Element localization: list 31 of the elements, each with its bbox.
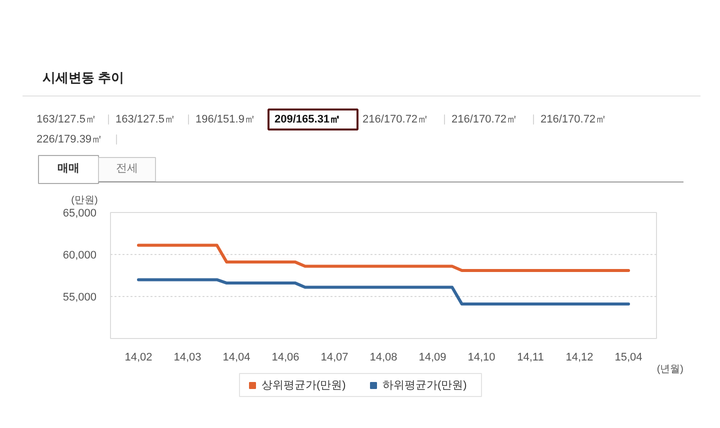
x-tick-label: 14,06 [272, 352, 300, 364]
text: 196/151.9㎡ [196, 114, 256, 126]
y-tick-label: 60,000 [62, 250, 97, 262]
x-tick-label: 14,12 [566, 352, 594, 364]
x-tick-label: 14,09 [418, 352, 446, 364]
x-tick-label: 14,04 [222, 352, 250, 364]
x-tick-label: 14,03 [174, 352, 202, 364]
text: 216/170.72㎡ [540, 114, 607, 126]
line-series [136, 278, 630, 306]
text: 163/127.5㎡ [116, 114, 176, 126]
text: 226/179.39㎡ [36, 134, 103, 146]
y-tick-label: 65,000 [62, 208, 97, 220]
x-tick-label: 14,10 [468, 352, 496, 364]
text: 매매 [58, 162, 80, 174]
text: 163/127.5㎡ [36, 114, 96, 126]
legend-label: 상위평균가(만원) [262, 380, 346, 392]
x-tick-label: 15,04 [614, 352, 642, 364]
x-tick-label: 14,07 [320, 352, 348, 364]
chart-title: 시세변동 추이 [42, 70, 124, 85]
text: 216/170.72㎡ [362, 114, 429, 126]
legend-label: 하위평균가(만원) [382, 380, 467, 392]
text: 209/165.31㎡ [274, 114, 341, 126]
line-series [136, 244, 630, 272]
x-tick-label: 14,08 [370, 352, 398, 364]
y-axis-title: (만원) [71, 195, 98, 206]
y-tick-label: 55,000 [62, 292, 97, 304]
text: 216/170.72㎡ [452, 114, 518, 126]
x-tick-label: 14,02 [124, 352, 152, 364]
text: 전세 [116, 162, 138, 174]
x-tick-label: 14,11 [517, 352, 544, 364]
x-axis-title: (년월) [656, 364, 684, 375]
